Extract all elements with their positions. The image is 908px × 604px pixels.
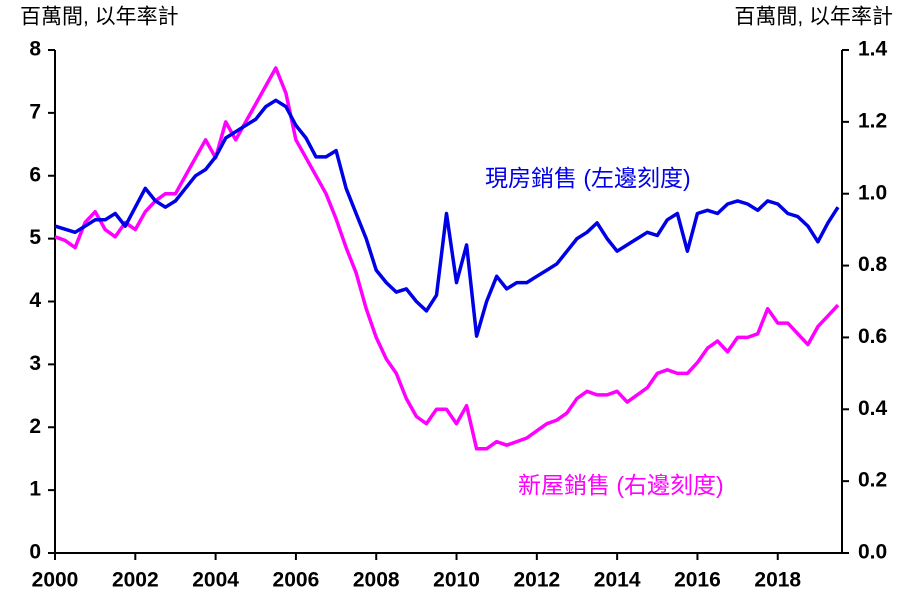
annotation: 現房銷售 (左邊刻度) [485, 165, 691, 191]
y2-axis-label: 百萬間, 以年率計 [734, 6, 893, 29]
x-tick-label: 2000 [32, 569, 79, 592]
y2-tick-label: 0.4 [858, 397, 888, 420]
x-tick-label: 2008 [353, 569, 400, 592]
y2-tick-label: 0.0 [858, 541, 887, 564]
y2-tick-label: 1.4 [858, 38, 888, 61]
y-tick-label: 5 [29, 226, 41, 249]
series-line [54, 98, 840, 338]
y-tick-label: 1 [29, 478, 41, 501]
y2-tick-label: 1.0 [858, 181, 887, 204]
y2-tick-label: 0.2 [858, 469, 887, 492]
x-tick-label: 2016 [674, 569, 721, 592]
y-tick-label: 4 [29, 289, 41, 312]
x-tick-label: 2012 [513, 569, 560, 592]
x-tick-label: 2014 [594, 569, 641, 592]
y-tick-label: 0 [29, 541, 41, 564]
x-tick-label: 2002 [112, 569, 159, 592]
y-tick-label: 7 [29, 100, 41, 123]
y-axis-label: 百萬間, 以年率計 [20, 6, 179, 29]
x-tick-label: 2010 [433, 569, 480, 592]
y-tick-label: 6 [29, 163, 41, 186]
y2-tick-label: 1.2 [858, 109, 887, 132]
x-tick-label: 2004 [192, 569, 239, 592]
y-tick-label: 2 [29, 415, 41, 438]
y2-tick-label: 0.6 [858, 325, 887, 348]
series-line [54, 66, 840, 451]
y2-tick-label: 0.8 [858, 253, 888, 276]
x-tick-label: 2006 [273, 569, 320, 592]
annotation: 新屋銷售 (右邊刻度) [518, 472, 724, 498]
x-tick-label: 2018 [754, 569, 801, 592]
y-tick-label: 3 [29, 352, 41, 375]
y-tick-label: 8 [29, 38, 41, 61]
